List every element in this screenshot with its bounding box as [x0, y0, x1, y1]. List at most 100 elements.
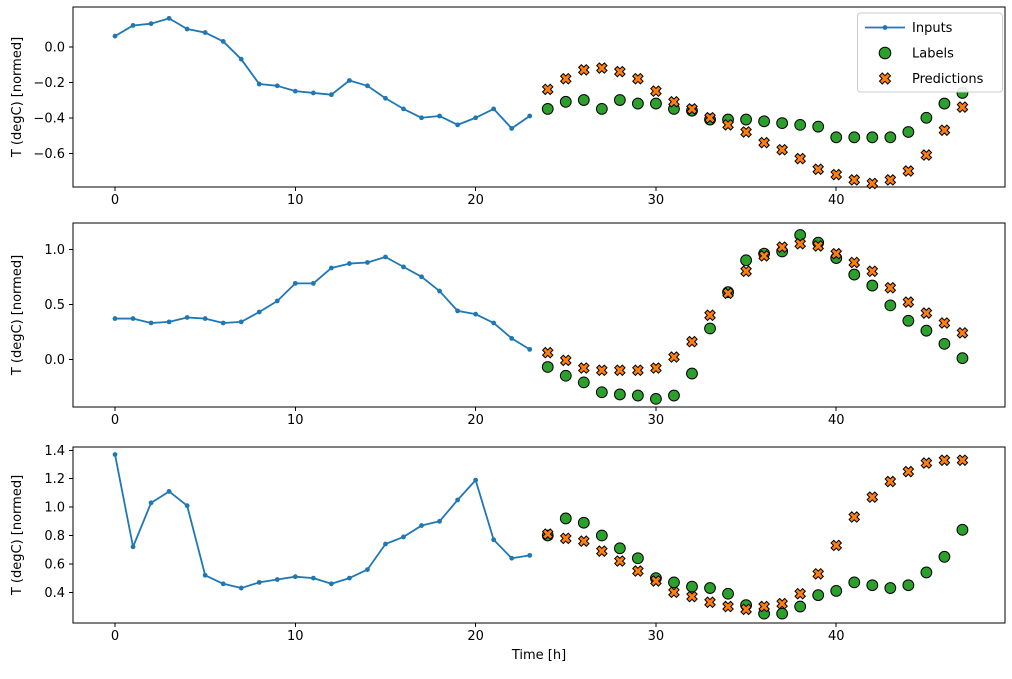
labels-marker	[595, 102, 608, 115]
labels-marker	[956, 523, 969, 536]
labels-marker	[740, 254, 752, 267]
inputs-marker	[184, 26, 190, 32]
labels-marker	[776, 607, 789, 620]
y-tick-label: 1.0	[44, 243, 65, 258]
predictions-marker	[956, 327, 969, 339]
labels-marker	[848, 268, 861, 281]
labels-marker	[577, 516, 590, 529]
predictions-marker	[776, 597, 789, 610]
predictions-marker	[559, 354, 572, 367]
y-tick-label: 0.6	[44, 557, 65, 572]
labels-marker	[758, 115, 771, 128]
predictions-marker	[812, 240, 825, 252]
inputs-marker	[130, 23, 136, 28]
inputs-series	[112, 452, 533, 591]
predictions-marker	[686, 335, 698, 348]
predictions-marker	[830, 168, 843, 181]
y-tick-label: 1.4	[44, 444, 65, 459]
inputs-marker	[347, 261, 352, 266]
x-tick-label: 30	[648, 629, 665, 644]
labels-marker	[920, 111, 933, 124]
predictions-marker	[920, 307, 933, 319]
predictions-marker	[866, 491, 879, 504]
inputs-marker	[166, 15, 172, 21]
x-tick-label: 0	[111, 193, 119, 208]
inputs-marker	[491, 537, 497, 543]
legend-entry-label: Predictions	[912, 72, 984, 87]
predictions-marker	[920, 457, 933, 469]
labels-marker	[577, 94, 590, 106]
labels-marker	[541, 102, 554, 115]
predictions-marker	[613, 555, 626, 567]
y-tick-label: 0.4	[44, 586, 65, 601]
predictions-marker	[812, 567, 825, 580]
inputs-marker	[328, 265, 334, 271]
predictions-marker	[776, 241, 789, 253]
predictions-marker	[613, 65, 626, 78]
predictions-marker	[938, 317, 951, 329]
inputs-marker	[419, 523, 424, 528]
inputs-marker	[184, 503, 190, 509]
subplot-2: 0 10 20 30 40 1.4 1.2 1.0 0.8 0.6 0.4 T (degC) [nor…	[10, 444, 1006, 663]
predictions-marker	[794, 152, 807, 165]
legend-labels-circle-icon	[878, 46, 892, 60]
inputs-marker	[202, 316, 208, 321]
inputs-marker	[509, 126, 515, 131]
legend-entry-labels: Labels	[878, 46, 954, 62]
inputs-marker	[220, 581, 226, 587]
inputs-marker	[238, 585, 244, 591]
labels-marker	[884, 299, 897, 312]
inputs-line	[115, 256, 531, 351]
inputs-marker	[437, 518, 442, 524]
predictions-marker	[740, 265, 752, 278]
x-tick-label: 10	[287, 413, 304, 428]
predictions-marker	[758, 136, 770, 149]
inputs-marker	[310, 90, 316, 96]
labels-marker	[704, 582, 716, 594]
inputs-marker	[437, 113, 442, 119]
predictions-marker	[956, 454, 969, 467]
predictions-marker	[650, 575, 662, 587]
predictions-marker	[848, 511, 861, 523]
predictions-marker	[740, 603, 752, 616]
y-tick-label: −0.2	[33, 76, 65, 91]
legend-entry-label: Labels	[912, 47, 954, 62]
labels-marker	[938, 97, 951, 110]
labels-marker	[956, 352, 969, 365]
predictions-marker	[794, 587, 807, 600]
inputs-marker	[328, 581, 334, 587]
inputs-marker	[383, 95, 388, 101]
inputs-marker	[274, 577, 280, 582]
inputs-marker	[455, 308, 460, 314]
labels-marker	[650, 392, 662, 405]
predictions-marker	[902, 165, 915, 177]
y-axis-label: T (degC) [normed]	[10, 475, 25, 596]
inputs-marker	[401, 106, 406, 112]
plot-border	[72, 222, 1006, 408]
inputs-marker	[148, 21, 154, 27]
x-tick-label: 20	[467, 629, 484, 644]
predictions-marker	[559, 532, 572, 545]
inputs-line	[114, 17, 531, 130]
x-tick-label: 20	[467, 193, 484, 208]
predictions-marker	[632, 364, 644, 377]
inputs-marker	[310, 575, 316, 581]
inputs-marker	[509, 335, 515, 341]
predictions-marker	[884, 174, 897, 186]
subplot-0: 0 10 20 30 40 0.0 −0.2 −0.4 −0.6 T (degC) [normed…	[10, 6, 1006, 208]
labels-marker	[902, 579, 915, 592]
labels-series	[541, 87, 969, 144]
labels-marker	[848, 576, 861, 589]
labels-marker	[902, 314, 915, 327]
labels-marker	[848, 131, 861, 144]
x-tick-label: 40	[828, 413, 845, 428]
predictions-marker	[884, 475, 897, 488]
predictions-marker	[758, 250, 770, 262]
inputs-marker	[202, 30, 208, 35]
predictions-marker	[650, 362, 662, 374]
labels-marker	[884, 131, 897, 144]
predictions-series	[541, 237, 969, 377]
inputs-marker	[310, 280, 316, 286]
labels-marker	[577, 376, 590, 389]
